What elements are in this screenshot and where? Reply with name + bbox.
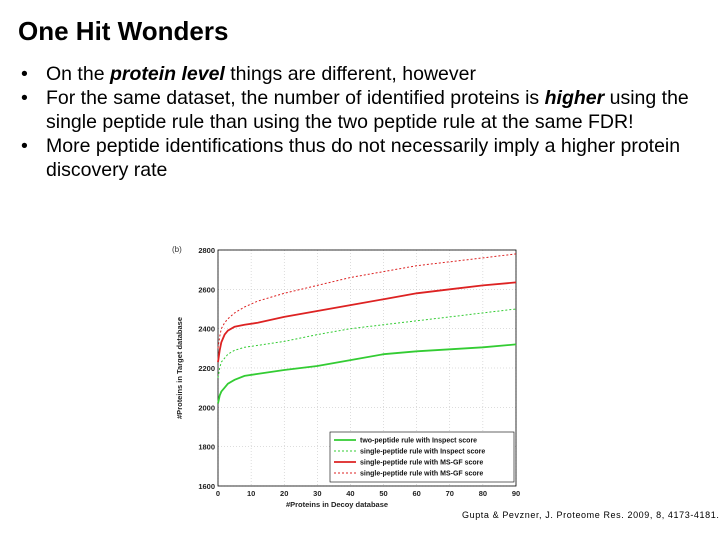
x-tick-label: 20 [280,489,288,498]
x-tick-label: 10 [247,489,255,498]
bullet-text: More peptide identifications thus do not… [46,135,681,181]
x-tick-label: 0 [216,489,220,498]
series-line-4 [217,253,517,349]
y-tick-label: 1800 [198,443,215,452]
legend-entry: single-peptide rule with Inspect score [360,449,485,456]
x-tick-label: 60 [412,489,420,498]
bullet-item: On the protein level things are differen… [18,62,708,86]
x-axis-label: #Proteins in Decoy database [286,500,388,509]
bullet-emphasis: higher [544,87,605,109]
y-axis-label: #Proteins in Target database [175,317,184,419]
x-tick-label: 50 [379,489,387,498]
y-tick-label: 2000 [198,403,215,412]
x-tick-label: 70 [446,489,454,498]
bullet-text: things are different, however [224,63,476,85]
bullet-text: On the [46,63,110,85]
plot-frame [217,249,517,487]
x-tick-label: 80 [479,489,487,498]
y-tick-label: 2600 [198,285,215,294]
bullet-list: On the protein level things are differen… [18,62,708,182]
axis-ticks: 0 10 20 30 40 50 60 70 80 90 1600 1800 2000 2200 2400 2… [198,246,520,498]
y-tick-label: 2400 [198,325,215,334]
series-lines [217,253,517,404]
bullet-emphasis: protein level [109,63,225,85]
series-line-1 [217,343,517,404]
bullet-item: For the same dataset, the number of iden… [18,86,708,134]
bullet-item: More peptide identifications thus do not… [18,134,708,182]
x-tick-label: 30 [313,489,321,498]
legend-entry: single-peptide rule with MS-GF score [360,460,483,467]
y-tick-label: 1600 [198,482,215,491]
y-tick-label: 2200 [198,364,215,373]
series-line-3 [217,281,517,363]
citation: Gupta & Pevzner, J. Proteome Res. 2009, … [462,510,720,520]
x-tick-label: 90 [512,489,520,498]
bullet-text: For the same dataset, the number of iden… [46,87,545,109]
x-tick-label: 40 [346,489,354,498]
slide-title: One Hit Wonders [18,16,229,46]
protein-identification-chart: 0 10 20 30 40 50 60 70 80 90 1600 1800 2000 2200 2400 2… [172,245,520,509]
y-tick-label: 2800 [198,246,215,255]
panel-label: (b) [172,245,182,254]
legend-entry: single-peptide rule with MS-GF score [360,471,483,478]
legend-box [329,431,515,483]
series-line-2 [217,308,517,378]
chart-legend: two-peptide rule with Inspect score singl… [329,431,515,483]
bullet-text: using the single peptide rule than using… [46,87,689,133]
legend-entry: two-peptide rule with Inspect score [360,438,477,445]
